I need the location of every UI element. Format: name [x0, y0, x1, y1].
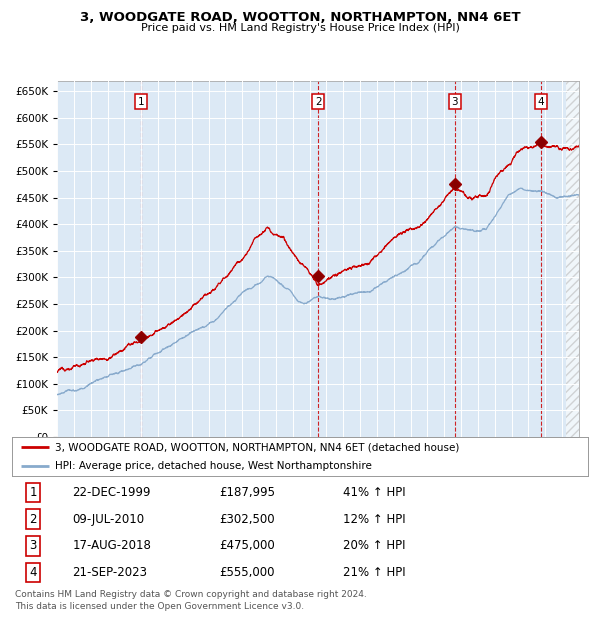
Text: 21-SEP-2023: 21-SEP-2023 [73, 566, 148, 579]
Text: 2: 2 [315, 97, 322, 107]
Text: 3, WOODGATE ROAD, WOOTTON, NORTHAMPTON, NN4 6ET: 3, WOODGATE ROAD, WOOTTON, NORTHAMPTON, … [80, 11, 520, 24]
Text: 4: 4 [29, 566, 37, 579]
Text: £475,000: £475,000 [220, 539, 275, 552]
Text: Price paid vs. HM Land Registry's House Price Index (HPI): Price paid vs. HM Land Registry's House … [140, 23, 460, 33]
Text: HPI: Average price, detached house, West Northamptonshire: HPI: Average price, detached house, West… [55, 461, 372, 471]
Text: 1: 1 [29, 486, 37, 499]
Text: 1: 1 [137, 97, 144, 107]
Text: 3, WOODGATE ROAD, WOOTTON, NORTHAMPTON, NN4 6ET (detached house): 3, WOODGATE ROAD, WOOTTON, NORTHAMPTON, … [55, 442, 460, 452]
Text: 2: 2 [29, 513, 37, 526]
Text: £187,995: £187,995 [220, 486, 275, 499]
Text: 41% ↑ HPI: 41% ↑ HPI [343, 486, 406, 499]
Text: 21% ↑ HPI: 21% ↑ HPI [343, 566, 406, 579]
Text: 3: 3 [29, 539, 37, 552]
Text: 17-AUG-2018: 17-AUG-2018 [73, 539, 151, 552]
Text: 3: 3 [452, 97, 458, 107]
Text: Contains HM Land Registry data © Crown copyright and database right 2024.
This d: Contains HM Land Registry data © Crown c… [15, 590, 367, 611]
Text: 20% ↑ HPI: 20% ↑ HPI [343, 539, 406, 552]
Text: 12% ↑ HPI: 12% ↑ HPI [343, 513, 406, 526]
Text: 22-DEC-1999: 22-DEC-1999 [73, 486, 151, 499]
Text: 09-JUL-2010: 09-JUL-2010 [73, 513, 145, 526]
Text: £555,000: £555,000 [220, 566, 275, 579]
Text: £302,500: £302,500 [220, 513, 275, 526]
Text: 4: 4 [537, 97, 544, 107]
